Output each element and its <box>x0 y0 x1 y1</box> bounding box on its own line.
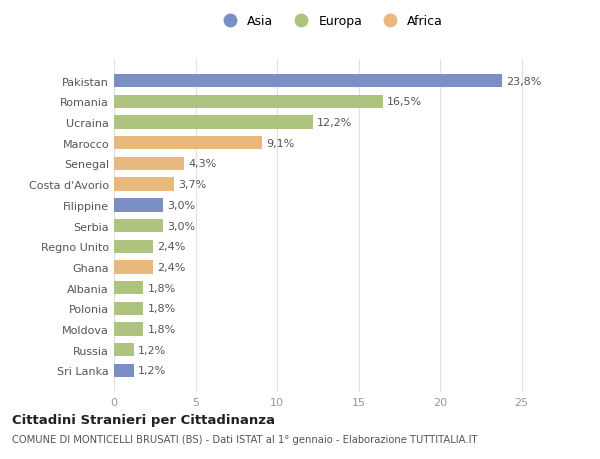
Bar <box>114 137 262 150</box>
Bar <box>114 261 153 274</box>
Bar <box>114 323 143 336</box>
Bar <box>114 343 134 357</box>
Bar <box>114 157 184 171</box>
Text: 3,0%: 3,0% <box>167 221 195 231</box>
Text: Cittadini Stranieri per Cittadinanza: Cittadini Stranieri per Cittadinanza <box>12 413 275 426</box>
Bar <box>114 75 502 88</box>
Text: 1,8%: 1,8% <box>148 325 176 334</box>
Text: 23,8%: 23,8% <box>506 77 541 86</box>
Text: 3,0%: 3,0% <box>167 201 195 210</box>
Text: 1,8%: 1,8% <box>148 283 176 293</box>
Legend: Asia, Europa, Africa: Asia, Europa, Africa <box>215 13 445 31</box>
Bar <box>114 95 383 109</box>
Bar <box>114 219 163 233</box>
Text: 12,2%: 12,2% <box>317 118 352 128</box>
Bar <box>114 240 153 253</box>
Text: 2,4%: 2,4% <box>157 242 185 252</box>
Bar <box>114 281 143 295</box>
Bar <box>114 199 163 212</box>
Text: 3,7%: 3,7% <box>178 180 206 190</box>
Text: 1,2%: 1,2% <box>137 366 166 375</box>
Text: 16,5%: 16,5% <box>387 97 422 107</box>
Text: 1,2%: 1,2% <box>137 345 166 355</box>
Text: 4,3%: 4,3% <box>188 159 217 169</box>
Bar <box>114 364 134 377</box>
Text: 2,4%: 2,4% <box>157 263 185 272</box>
Bar <box>114 302 143 315</box>
Bar <box>114 178 175 191</box>
Text: 9,1%: 9,1% <box>266 139 295 148</box>
Text: 1,8%: 1,8% <box>148 304 176 313</box>
Bar <box>114 116 313 129</box>
Text: COMUNE DI MONTICELLI BRUSATI (BS) - Dati ISTAT al 1° gennaio - Elaborazione TUTT: COMUNE DI MONTICELLI BRUSATI (BS) - Dati… <box>12 434 478 444</box>
